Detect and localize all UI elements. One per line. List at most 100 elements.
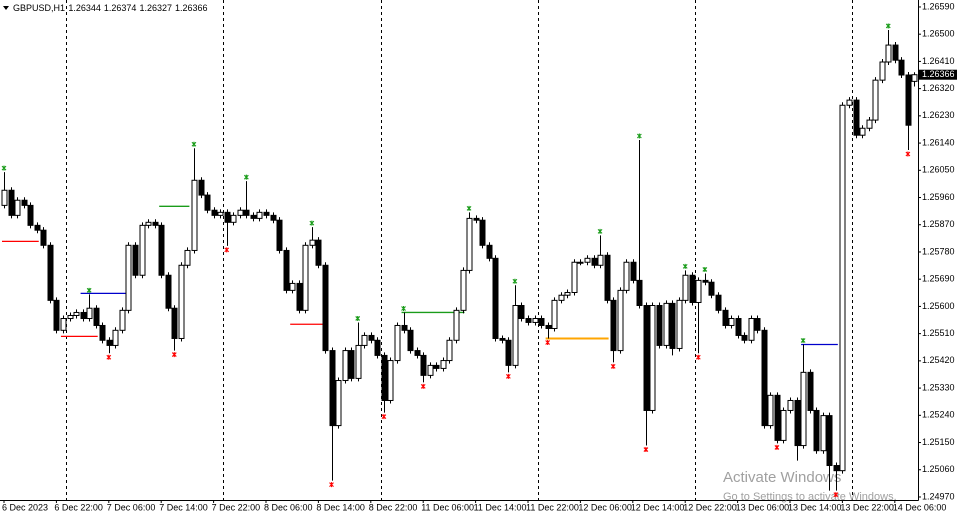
x-tick-label: 8 Dec 22:00 bbox=[369, 502, 418, 512]
candle-body bbox=[368, 334, 375, 341]
candle-body bbox=[237, 209, 244, 216]
candle-body bbox=[604, 254, 611, 301]
y-tick-label: 1.25150 bbox=[922, 437, 955, 447]
candle-body bbox=[839, 104, 846, 472]
candle-body bbox=[518, 305, 525, 320]
candle-body bbox=[335, 380, 342, 427]
candle-body bbox=[191, 179, 198, 251]
candle-body bbox=[473, 217, 480, 221]
candle-body bbox=[355, 344, 362, 379]
y-tick-label: 1.26410 bbox=[922, 56, 955, 66]
watermark-title: Activate Windows bbox=[723, 469, 841, 486]
candle-body bbox=[636, 279, 643, 307]
candle-body bbox=[702, 279, 709, 283]
x-tick-label: 8 Dec 14:00 bbox=[316, 502, 365, 512]
candle-body bbox=[106, 339, 113, 346]
candle-body bbox=[564, 291, 571, 296]
fractal-low bbox=[420, 383, 426, 389]
candle-body bbox=[669, 302, 676, 349]
candle-body bbox=[40, 229, 47, 246]
y-tick-label: 1.25600 bbox=[922, 301, 955, 311]
candle-body bbox=[453, 309, 460, 341]
x-tick-label: 11 Dec 14:00 bbox=[474, 502, 527, 512]
candle-body bbox=[505, 339, 512, 366]
candle-body bbox=[270, 214, 277, 221]
bar-close: 1.26366 bbox=[175, 3, 208, 13]
candle-body bbox=[715, 294, 722, 311]
candle-body bbox=[820, 415, 827, 452]
candle-body bbox=[112, 329, 119, 346]
candle-body bbox=[892, 44, 899, 61]
symbol: GBPUSD,H1 bbox=[13, 3, 65, 13]
candle-body bbox=[885, 44, 892, 63]
candle-body bbox=[735, 318, 742, 336]
y-tick-label: 1.25060 bbox=[922, 464, 955, 474]
candle-body bbox=[597, 254, 604, 266]
candle-body bbox=[689, 274, 696, 303]
candle-body bbox=[394, 324, 401, 362]
x-tick-label: 7 Dec 14:00 bbox=[159, 502, 208, 512]
candle-body bbox=[289, 282, 296, 291]
fractal-high bbox=[191, 141, 197, 147]
fractal-high bbox=[466, 205, 472, 211]
candle-body bbox=[1, 189, 8, 206]
current-price-label: 1.26366 bbox=[922, 69, 955, 79]
candle-body bbox=[80, 311, 87, 320]
x-tick-label: 12 Dec 14:00 bbox=[631, 502, 685, 512]
fractal-low bbox=[905, 151, 911, 157]
x-tick-label: 14 Dec 06:00 bbox=[893, 502, 947, 512]
candle-body bbox=[296, 282, 303, 311]
x-tick-label: 6 Dec 2023 bbox=[2, 502, 48, 512]
fractal-low bbox=[695, 354, 701, 360]
fractal-high bbox=[401, 305, 406, 311]
candle-body bbox=[623, 261, 630, 291]
candle-body bbox=[53, 299, 60, 331]
candle-body bbox=[551, 299, 558, 329]
candle-body bbox=[348, 350, 355, 379]
fractal-low bbox=[106, 354, 112, 360]
y-tick-label: 1.26050 bbox=[922, 165, 955, 175]
candle-body bbox=[807, 371, 814, 411]
candle-body bbox=[499, 337, 506, 341]
candle-body bbox=[774, 394, 781, 441]
candle-body bbox=[152, 221, 159, 226]
candle-body bbox=[407, 329, 414, 352]
candle-body bbox=[329, 350, 336, 427]
candle-body bbox=[682, 274, 689, 301]
y-tick-label: 1.26590 bbox=[922, 1, 955, 11]
y-tick-label: 1.25510 bbox=[922, 328, 955, 338]
candle-body bbox=[663, 302, 670, 346]
candle-body bbox=[184, 249, 191, 266]
fractal-high bbox=[512, 278, 518, 284]
y-tick-label: 1.26320 bbox=[922, 83, 955, 93]
collapse-icon[interactable] bbox=[3, 6, 9, 10]
candle-body bbox=[695, 279, 702, 303]
candle-body bbox=[617, 289, 624, 352]
candle-body bbox=[283, 249, 290, 291]
candle-body bbox=[86, 307, 93, 320]
fractal-low bbox=[610, 363, 616, 369]
candle-body bbox=[250, 214, 257, 219]
candle-body bbox=[748, 318, 755, 341]
candle-body bbox=[243, 209, 250, 216]
candle-body bbox=[911, 74, 918, 82]
candle-body bbox=[833, 465, 840, 472]
candle-body bbox=[125, 244, 132, 311]
candle-body bbox=[93, 307, 100, 326]
candle-body bbox=[722, 309, 729, 326]
candle-body bbox=[427, 364, 434, 376]
y-tick-label: 1.25780 bbox=[922, 246, 955, 256]
bar-high: 1.26374 bbox=[104, 3, 137, 13]
fractal-low bbox=[381, 414, 387, 420]
candle-body bbox=[591, 257, 598, 266]
candle-body bbox=[826, 415, 833, 467]
candle-body bbox=[414, 350, 421, 356]
candle-body bbox=[853, 99, 860, 136]
candle-body bbox=[794, 399, 801, 447]
candle-body bbox=[47, 244, 54, 301]
candle-body bbox=[230, 214, 237, 223]
candle-body bbox=[276, 219, 283, 251]
candle-body bbox=[73, 311, 80, 316]
candle-body bbox=[905, 74, 912, 126]
candle-body bbox=[787, 399, 794, 411]
